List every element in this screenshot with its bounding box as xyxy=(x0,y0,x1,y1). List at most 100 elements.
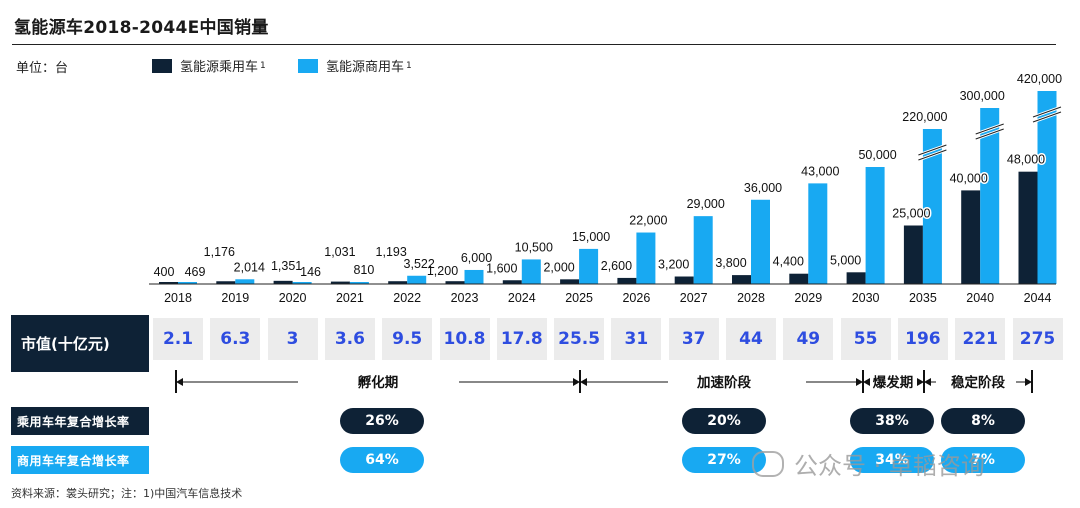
market-value-cell-2040: 221 xyxy=(955,318,1006,360)
data-label-passenger-2023: 1,200 xyxy=(427,264,458,278)
legend-item-commercial: 氢能源商用车 1 xyxy=(298,56,412,75)
market-value-cell-2018: 2.1 xyxy=(153,318,203,360)
cagr-pill-passenger-0: 26% xyxy=(340,408,424,434)
data-label-passenger-2018: 400 xyxy=(154,265,175,279)
axis-break-2044 xyxy=(1032,105,1062,124)
bar-commercial-2044 xyxy=(1037,91,1057,284)
x-tick-2024: 2024 xyxy=(508,291,536,305)
market-value-cell-2020: 3 xyxy=(267,318,318,360)
market-value-cell-2022: 9.5 xyxy=(382,318,433,360)
watermark-text: 公众号 · 卓韬咨询 xyxy=(794,452,985,480)
page-title: 氢能源车2018-2044E中国销量 xyxy=(14,18,269,38)
data-label-commercial-2021: 810 xyxy=(353,263,374,277)
market-value-cell-2028: 44 xyxy=(726,318,776,360)
bar-commercial-2028 xyxy=(751,199,770,284)
data-label-commercial-2028: 36,000 xyxy=(744,181,782,195)
cagr-pill-passenger-2: 38% xyxy=(850,408,934,434)
bar-commercial-2024 xyxy=(521,259,541,284)
market-value-cell-2024: 17.8 xyxy=(496,318,547,360)
phase-arrowhead-7 xyxy=(1025,378,1032,386)
bar-passenger-2028 xyxy=(732,275,751,284)
data-label-commercial-2018: 469 xyxy=(185,265,206,279)
market-value-cell-2029: 49 xyxy=(783,318,834,360)
data-label-commercial-2022: 3,522 xyxy=(404,257,435,271)
data-label-commercial-2023: 6,000 xyxy=(461,251,492,265)
x-tick-2018: 2018 xyxy=(164,291,192,305)
data-label-commercial-2030: 50,000 xyxy=(858,148,896,162)
data-label-passenger-2035: 25,000 xyxy=(892,207,930,221)
x-tick-2019: 2019 xyxy=(221,291,249,305)
x-tick-2044: 2044 xyxy=(1024,291,1052,305)
cagr-pill-commercial-2: 34% xyxy=(850,447,934,473)
legend-swatch-commercial xyxy=(298,58,318,73)
bar-passenger-2020 xyxy=(273,280,293,284)
bar-passenger-2022 xyxy=(388,281,408,284)
phase-arrowhead-2 xyxy=(580,378,587,386)
bar-commercial-2029 xyxy=(808,183,828,284)
cagr-pill-passenger-1: 20% xyxy=(682,408,766,434)
axis-break-2035 xyxy=(917,143,947,162)
bar-passenger-2025 xyxy=(560,279,580,284)
bar-commercial-2025 xyxy=(579,248,599,284)
x-tick-2040: 2040 xyxy=(966,291,994,305)
bar-passenger-2021 xyxy=(330,281,350,284)
source-note: 资料来源：裳头研究；注：1)中国汽车信息技术 xyxy=(11,487,243,500)
cagr-pill-commercial-3: 7% xyxy=(941,447,1025,473)
x-tick-2022: 2022 xyxy=(393,291,421,305)
bar-commercial-2022 xyxy=(407,275,427,284)
bar-commercial-2020 xyxy=(292,282,312,284)
market-value-label: 市值(十亿元) xyxy=(11,315,149,372)
phase-label-1: 加速阶段 xyxy=(696,374,751,390)
phase-label-2: 爆发期 xyxy=(873,374,914,390)
data-label-commercial-2026: 22,000 xyxy=(629,214,667,228)
bar-commercial-2019 xyxy=(235,279,255,284)
market-value-cell-2019: 6.3 xyxy=(210,318,261,360)
market-value-cell-2030: 55 xyxy=(840,318,891,360)
data-label-passenger-2030: 5,000 xyxy=(830,253,861,267)
x-tick-2026: 2026 xyxy=(622,291,650,305)
cagr-label-commercial: 商用车年复合增长率 xyxy=(11,446,149,474)
bar-passenger-2024 xyxy=(502,280,522,284)
data-label-commercial-2029: 43,000 xyxy=(801,164,839,178)
phase-arrowhead-3 xyxy=(856,378,863,386)
bar-passenger-2018 xyxy=(159,282,178,284)
phase-arrowhead-4 xyxy=(863,378,870,386)
wechat-icon xyxy=(752,450,784,477)
cagr-pill-passenger-3: 8% xyxy=(941,408,1025,434)
bar-commercial-2026 xyxy=(636,232,656,284)
legend-item-passenger: 氢能源乘用车 1 xyxy=(152,56,266,75)
data-label-commercial-2020: 146 xyxy=(300,265,321,279)
market-value-cell-2025: 25.5 xyxy=(554,318,605,360)
bar-passenger-2040 xyxy=(961,190,981,284)
bar-passenger-2030 xyxy=(846,272,866,284)
bar-passenger-2027 xyxy=(674,276,694,284)
data-label-passenger-2020: 1,351 xyxy=(271,259,302,273)
x-tick-2023: 2023 xyxy=(451,291,479,305)
data-label-passenger-2044: 48,000 xyxy=(1007,153,1045,167)
phase-arrowhead-5 xyxy=(917,378,924,386)
cagr-pill-commercial-0: 64% xyxy=(340,447,424,473)
data-label-passenger-2027: 3,200 xyxy=(658,258,689,272)
x-tick-2030: 2030 xyxy=(852,291,880,305)
bar-commercial-2023 xyxy=(464,269,484,284)
data-label-passenger-2025: 2,000 xyxy=(543,260,574,274)
axis-break-2040 xyxy=(975,122,1005,141)
data-label-passenger-2040: 40,000 xyxy=(950,171,988,185)
bar-commercial-2018 xyxy=(178,282,197,284)
phase-arrowhead-6 xyxy=(924,378,931,386)
data-label-commercial-2019: 2,014 xyxy=(234,260,265,274)
phase-arrowhead-0 xyxy=(176,378,183,386)
data-label-commercial-2024: 10,500 xyxy=(515,240,553,254)
legend-swatch-passenger xyxy=(152,58,172,73)
market-value-cell-2035: 196 xyxy=(897,318,948,360)
watermark: 公众号 · 卓韬咨询 xyxy=(752,446,985,481)
x-tick-2029: 2029 xyxy=(794,291,822,305)
bar-commercial-2035 xyxy=(922,129,942,284)
bar-passenger-2035 xyxy=(903,225,923,284)
data-label-commercial-2025: 15,000 xyxy=(572,230,610,244)
title-divider xyxy=(12,44,1056,45)
legend-label-commercial: 氢能源商用车 xyxy=(326,60,405,75)
data-label-passenger-2024: 1,600 xyxy=(486,261,517,275)
bar-passenger-2023 xyxy=(445,281,465,284)
